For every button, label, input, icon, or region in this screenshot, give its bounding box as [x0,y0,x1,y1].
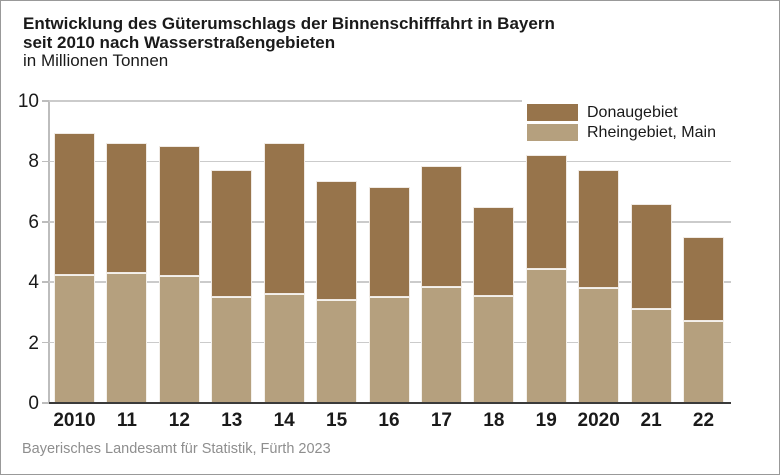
bar-15-rheingebiet [316,300,358,403]
x-axis-baseline [49,401,731,405]
gridline-8 [49,160,731,163]
chart-title-line2: seit 2010 nach Wasserstraßengebieten [23,32,336,52]
y-tick-6 [42,221,49,223]
bar-19-rheingebiet [525,268,567,403]
x-axis-label-13: 13 [221,410,243,431]
bar-14-rheingebiet [263,294,305,403]
legend-swatch-rheingebiet [527,124,578,141]
y-axis-label-8: 8 [28,151,39,173]
y-tick-0 [42,402,49,404]
y-axis-label-6: 6 [28,211,39,233]
x-axis-label-12: 12 [168,410,190,431]
y-axis-line [48,101,50,403]
x-axis-label-14: 14 [273,410,295,431]
bar-18-rheingebiet [473,295,515,403]
bar-11-rheingebiet [106,273,148,403]
bar-17-rheingebiet [420,286,462,403]
bar-2020-rheingebiet [578,288,620,403]
chart-legend: Donaugebiet Rheingebiet, Main [522,98,731,145]
y-axis-label-0: 0 [28,393,39,414]
y-tick-4 [42,281,49,283]
y-axis-label-4: 4 [28,272,39,294]
y-tick-10 [42,100,49,102]
chart-title-line1: Entwicklung des Güterumschlags der Binne… [23,14,555,33]
y-tick-2 [42,341,49,344]
x-axis-label-22: 22 [692,410,715,431]
bar-17-donaugebiet [420,165,462,287]
bar-15-donaugebiet [316,181,358,301]
bar-11-donaugebiet [106,143,148,274]
bar-22-rheingebiet [683,321,724,403]
y-axis-label-2: 2 [28,332,39,354]
legend-swatch-donaugebiet [527,104,578,121]
bar-13-donaugebiet [211,170,253,298]
x-axis-label-18: 18 [483,410,505,431]
bar-16-rheingebiet [368,297,410,403]
bar-16-donaugebiet [368,187,410,298]
bar-2010-donaugebiet [54,132,95,275]
x-axis-label-2020: 2020 [577,410,620,431]
bar-18-donaugebiet [473,206,515,296]
x-axis-label-2010: 2010 [53,410,96,431]
x-axis-label-15: 15 [326,410,348,431]
x-axis-label-21: 21 [640,410,662,431]
gridline-10 [49,100,731,102]
bar-2020-donaugebiet [578,170,620,289]
x-axis-label-17: 17 [430,410,452,431]
bar-12-donaugebiet [158,146,200,277]
legend-label-rheingebiet: Rheingebiet, Main [587,124,716,141]
bar-2010-rheingebiet [54,274,95,403]
legend-label-donaugebiet: Donaugebiet [587,104,678,121]
y-tick-8 [42,160,49,163]
chart-title-block: Entwicklung des Güterumschlags der Binne… [23,14,555,71]
x-axis-label-11: 11 [116,410,137,431]
bar-14-donaugebiet [263,143,305,295]
x-axis-label-16: 16 [378,410,400,431]
chart-unit-subtitle: in Millionen Tonnen [23,51,169,70]
source-attribution: Bayerisches Landesamt für Statistik, Für… [22,441,331,457]
bar-21-rheingebiet [630,309,672,403]
y-axis-label-10: 10 [17,91,39,112]
bar-21-donaugebiet [630,203,672,310]
bar-13-rheingebiet [211,297,253,403]
bar-19-donaugebiet [525,155,567,269]
x-axis-label-19: 19 [535,410,557,431]
bar-12-rheingebiet [158,276,200,403]
bar-22-donaugebiet [683,236,724,322]
